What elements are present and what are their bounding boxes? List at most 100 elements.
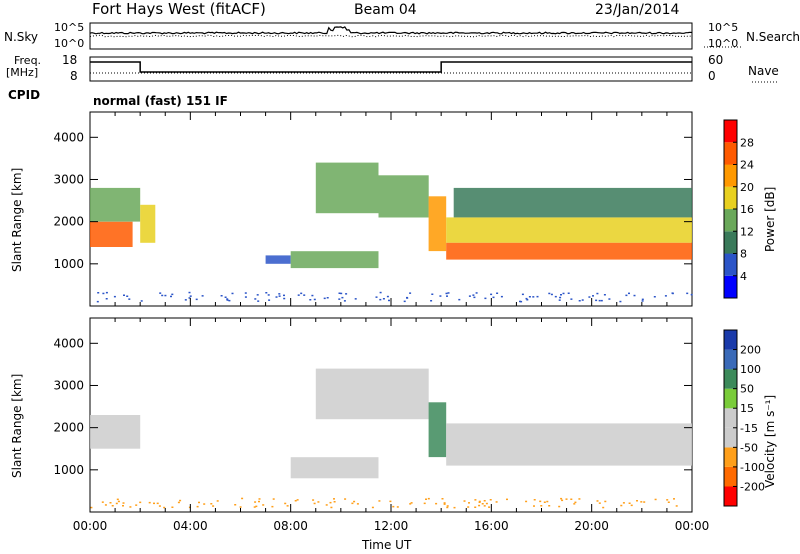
power-speckle bbox=[567, 292, 570, 294]
velocity-speckle bbox=[489, 499, 492, 501]
velocity-speckle bbox=[333, 498, 335, 500]
power-region-3 bbox=[265, 255, 291, 264]
velocity-speckle bbox=[478, 501, 481, 503]
velocity-speckle bbox=[284, 502, 287, 505]
velocity-ytick-label: 1000 bbox=[53, 463, 84, 477]
velocity-colorbar: 200 100 50 15 -15 -50 -100 -200 bbox=[723, 329, 765, 507]
power-region-9 bbox=[446, 217, 692, 243]
power-speckle bbox=[113, 295, 116, 298]
velocity-colorbar-tick-label: 100 bbox=[740, 363, 761, 376]
freq-unit-label: [MHz] bbox=[6, 66, 39, 79]
velocity-speckle bbox=[210, 503, 213, 505]
velocity-colorbar-swatch bbox=[724, 466, 737, 487]
power-speckle bbox=[278, 293, 281, 295]
power-colorbar-swatch bbox=[724, 164, 737, 187]
power-speckle bbox=[341, 296, 344, 299]
freq-line bbox=[90, 61, 692, 73]
power-speckle bbox=[105, 291, 108, 294]
power-speckle bbox=[97, 292, 100, 294]
power-speckle bbox=[184, 299, 187, 301]
velocity-speckle bbox=[313, 502, 316, 505]
velocity-speckle bbox=[481, 503, 484, 505]
power-speckle bbox=[268, 299, 271, 301]
velocity-region-0 bbox=[90, 415, 141, 449]
velocity-speckle bbox=[483, 500, 486, 502]
power-colorbar-swatch bbox=[724, 209, 737, 232]
power-speckle bbox=[340, 292, 343, 295]
velocity-speckle bbox=[495, 501, 498, 503]
velocity-speckle bbox=[117, 500, 120, 503]
power-speckle bbox=[170, 295, 172, 298]
power-speckle bbox=[226, 298, 229, 300]
power-speckle bbox=[492, 296, 495, 299]
velocity-speckle bbox=[156, 502, 159, 505]
power-speckle bbox=[526, 299, 529, 301]
power-speckle bbox=[189, 295, 192, 297]
velocity-speckle bbox=[262, 504, 265, 506]
power-speckle bbox=[354, 298, 357, 300]
velocity-speckle bbox=[135, 504, 138, 506]
velocity-speckle bbox=[604, 500, 607, 503]
power-speckle bbox=[313, 298, 316, 301]
velocity-region-1 bbox=[290, 457, 379, 479]
power-speckle bbox=[388, 299, 390, 302]
power-speckle bbox=[595, 299, 598, 302]
power-speckle bbox=[379, 298, 382, 301]
power-ytick-label: 1000 bbox=[53, 257, 84, 271]
velocity-speckle bbox=[234, 504, 237, 506]
velocity-speckle bbox=[239, 506, 242, 508]
velocity-speckle bbox=[148, 501, 151, 504]
velocity-speckle bbox=[533, 505, 535, 507]
power-speckle bbox=[472, 294, 475, 296]
velocity-speckle bbox=[488, 506, 491, 508]
velocity-speckle bbox=[570, 498, 573, 500]
power-speckle bbox=[603, 294, 606, 296]
noise-panel-frame bbox=[89, 22, 693, 50]
x-tick-label: 12:00 bbox=[374, 519, 409, 533]
velocity-speckle bbox=[353, 500, 356, 503]
power-speckle bbox=[406, 297, 409, 299]
power-speckle bbox=[475, 292, 478, 294]
velocity-speckle bbox=[333, 501, 336, 503]
velocity-speckle bbox=[573, 503, 576, 505]
power-speckle bbox=[343, 300, 346, 302]
power-speckle bbox=[598, 299, 601, 302]
velocity-speckle bbox=[667, 501, 670, 503]
power-speckle bbox=[256, 294, 259, 296]
velocity-speckle bbox=[628, 502, 631, 504]
velocity-speckle bbox=[446, 506, 449, 509]
velocity-speckle bbox=[122, 502, 125, 504]
power-colorbar-tick-label: 16 bbox=[740, 203, 754, 216]
nsky-line bbox=[89, 26, 693, 35]
power-axes-group: 1000 2000 3000 4000 bbox=[53, 112, 693, 306]
power-speckle bbox=[608, 298, 611, 300]
power-speckle bbox=[220, 295, 223, 297]
velocity-speckle bbox=[255, 505, 258, 508]
power-speckle bbox=[653, 296, 656, 298]
velocity-speckle bbox=[163, 506, 166, 509]
velocity-speckle bbox=[640, 501, 643, 503]
velocity-speckle bbox=[425, 498, 427, 500]
velocity-region-2 bbox=[315, 368, 429, 420]
velocity-speckle bbox=[636, 500, 638, 502]
power-speckle bbox=[581, 299, 584, 301]
velocity-colorbar-swatch bbox=[724, 447, 737, 467]
power-colorbar-tick-label: 12 bbox=[740, 225, 754, 238]
power-speckle bbox=[431, 293, 434, 295]
power-speckle bbox=[558, 299, 561, 301]
beam-label: Beam 04 bbox=[354, 2, 417, 18]
velocity-speckle bbox=[622, 502, 625, 504]
power-speckle bbox=[379, 291, 382, 294]
power-speckle bbox=[409, 292, 412, 294]
velocity-ytick-label: 4000 bbox=[53, 336, 84, 350]
velocity-speckle bbox=[109, 502, 112, 504]
power-colorbar-swatch bbox=[724, 120, 737, 143]
power-speckle bbox=[257, 300, 260, 302]
date-label: 23/Jan/2014 bbox=[595, 2, 680, 18]
power-speckle bbox=[303, 294, 306, 296]
velocity-speckle bbox=[171, 506, 174, 508]
velocity-speckle bbox=[574, 501, 577, 504]
power-region-1 bbox=[90, 187, 141, 222]
power-speckle bbox=[278, 295, 281, 297]
velocity-speckle bbox=[294, 500, 297, 502]
